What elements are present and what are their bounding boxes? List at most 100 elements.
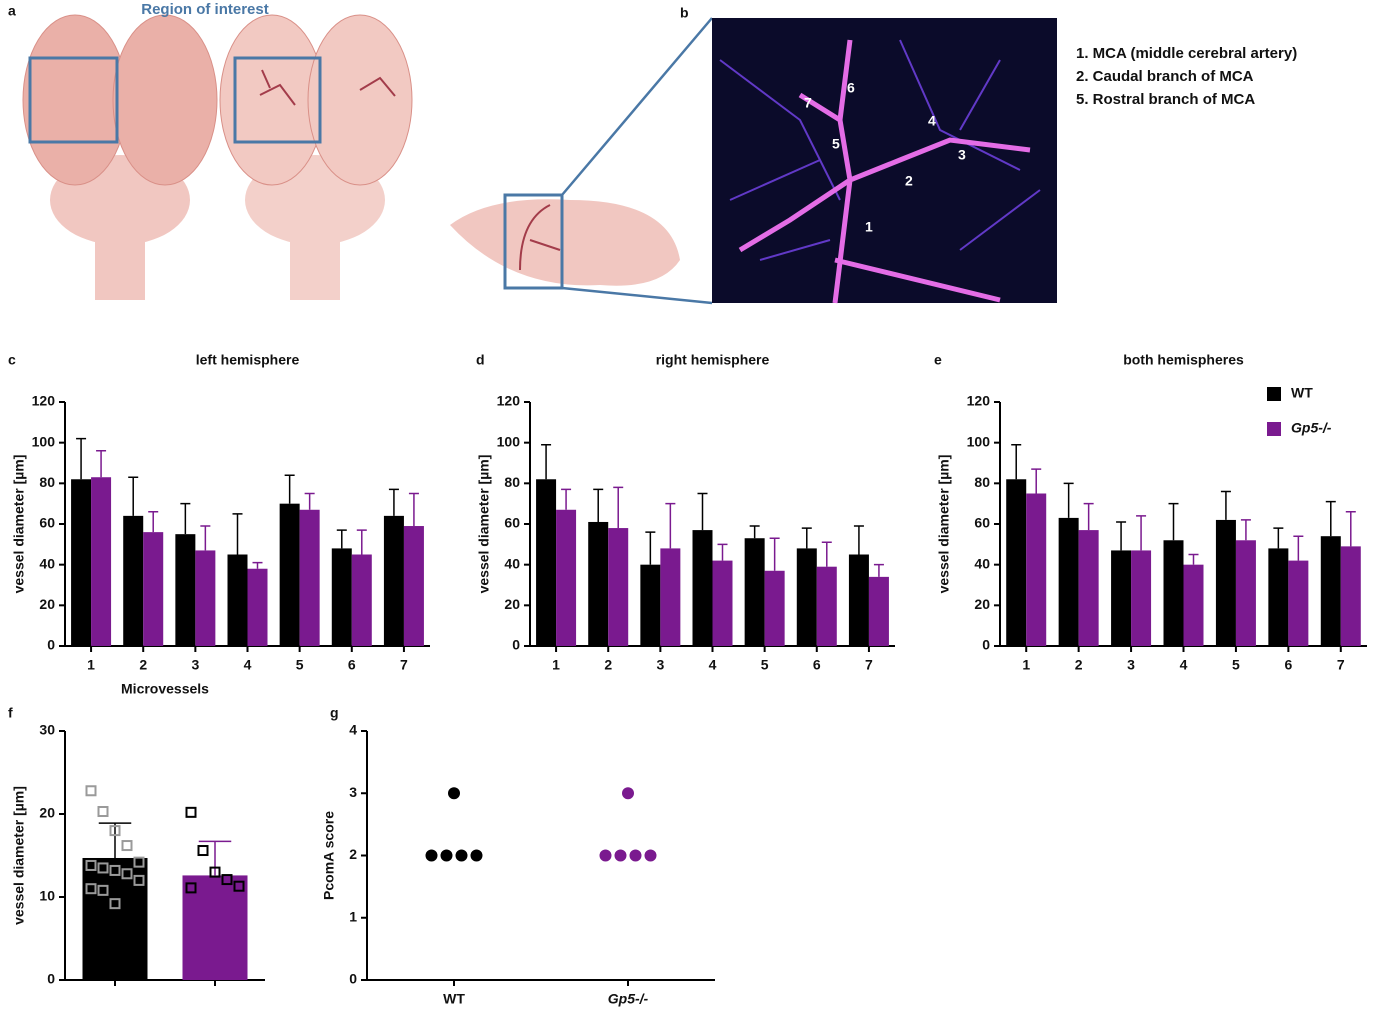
- error-bar: [821, 541, 832, 567]
- panel-label: d: [476, 352, 485, 368]
- y-tick-label: 0: [47, 971, 55, 987]
- vessel-numbers: 1 2 3 4 5 6 7: [804, 80, 966, 235]
- panel-label: e: [934, 352, 942, 368]
- y-tick-label: 20: [39, 805, 55, 821]
- bar: [556, 509, 577, 646]
- x-tick-label: 3: [1127, 657, 1135, 673]
- bar: [1320, 536, 1341, 646]
- roi-label: Region of interest: [141, 1, 269, 18]
- chart-title: left hemisphere: [196, 352, 300, 368]
- x-tick-label: 3: [191, 657, 199, 673]
- data-point: [470, 849, 483, 862]
- vessel-number: 2: [905, 173, 913, 189]
- y-tick-label: 30: [39, 722, 55, 738]
- bar: [1183, 564, 1204, 646]
- error-bar: [98, 822, 132, 858]
- y-tick-label: 0: [47, 637, 55, 653]
- bar: [744, 538, 765, 646]
- chart-title: both hemispheres: [1123, 352, 1244, 368]
- error-bar: [336, 529, 347, 549]
- error-bar: [1031, 468, 1042, 494]
- error-bar: [408, 492, 419, 527]
- error-bar: [541, 443, 552, 480]
- error-bar: [561, 488, 572, 510]
- error-bar: [200, 525, 211, 551]
- bar: [1078, 530, 1099, 646]
- error-bar: [388, 488, 399, 516]
- y-tick-label: 120: [32, 393, 56, 409]
- error-bar: [1240, 519, 1251, 541]
- data-point: [85, 859, 97, 871]
- x-tick-label: 4: [709, 657, 717, 673]
- error-bar: [697, 492, 708, 531]
- y-tick-label: 40: [39, 555, 55, 571]
- y-tick-label: 40: [504, 555, 520, 571]
- bar: [692, 530, 713, 646]
- bar: [1006, 479, 1027, 646]
- y-tick-label: 0: [982, 637, 990, 653]
- data-point: [197, 845, 209, 857]
- bar: [868, 576, 889, 646]
- bar: [351, 554, 372, 646]
- y-tick-label: 2: [349, 846, 357, 862]
- bar: [1058, 517, 1079, 646]
- data-point: [425, 849, 438, 862]
- data-point: [440, 849, 453, 862]
- error-bar: [749, 525, 760, 539]
- bar: [1268, 548, 1289, 646]
- error-bar: [1011, 443, 1022, 480]
- legend-label: Gp5-/-: [1291, 420, 1332, 436]
- panel-label: c: [8, 352, 16, 368]
- bar: [796, 548, 817, 646]
- bar: [1340, 546, 1361, 646]
- error-bar: [1325, 500, 1336, 537]
- y-tick-label: 100: [497, 433, 521, 449]
- x-tick-label: 1: [552, 657, 560, 673]
- x-tick-label: WT: [443, 991, 465, 1007]
- y-tick-label: 4: [349, 722, 357, 738]
- data-point: [629, 849, 642, 862]
- panel-label: b: [680, 5, 689, 21]
- panel-label: g: [330, 705, 339, 721]
- x-tick-label: 5: [296, 657, 304, 673]
- y-axis-label: vessel diameter [µm]: [11, 455, 27, 594]
- y-tick-label: 0: [512, 637, 520, 653]
- panel-label: f: [8, 705, 13, 721]
- data-point: [622, 787, 634, 800]
- error-bar: [148, 511, 159, 533]
- axis-line: [366, 731, 715, 981]
- bar: [299, 509, 320, 646]
- y-axis-label: vessel diameter [µm]: [11, 786, 27, 925]
- data-point: [221, 874, 233, 886]
- error-bar: [252, 561, 263, 569]
- bar: [608, 528, 629, 646]
- data-point: [97, 806, 109, 818]
- x-tick-label: 7: [865, 657, 873, 673]
- vessel-number: 5: [832, 136, 840, 152]
- x-tick-label: 1: [87, 657, 95, 673]
- x-tick-label: 5: [761, 657, 769, 673]
- data-point: [185, 806, 197, 818]
- chart-title: Microvessels: [121, 681, 209, 697]
- x-tick-label: 6: [1284, 657, 1292, 673]
- error-bar: [1220, 490, 1231, 520]
- error-bar: [356, 529, 367, 555]
- data-point: [233, 880, 245, 892]
- bar: [1111, 550, 1132, 646]
- bar: [536, 479, 557, 646]
- error-bar: [769, 537, 780, 571]
- y-axis-label: PcomA score: [321, 811, 337, 900]
- error-bar: [613, 486, 624, 529]
- x-tick-label: 7: [400, 657, 408, 673]
- data-point: [97, 884, 109, 896]
- legend-swatch: [1267, 422, 1281, 436]
- y-tick-label: 120: [967, 393, 991, 409]
- bar: [588, 521, 609, 646]
- error-bar: [180, 502, 191, 535]
- error-bar: [645, 531, 656, 565]
- data-point: [121, 868, 133, 880]
- y-tick-label: 100: [967, 433, 991, 449]
- bar: [91, 477, 112, 646]
- vessel-image: [712, 18, 1057, 304]
